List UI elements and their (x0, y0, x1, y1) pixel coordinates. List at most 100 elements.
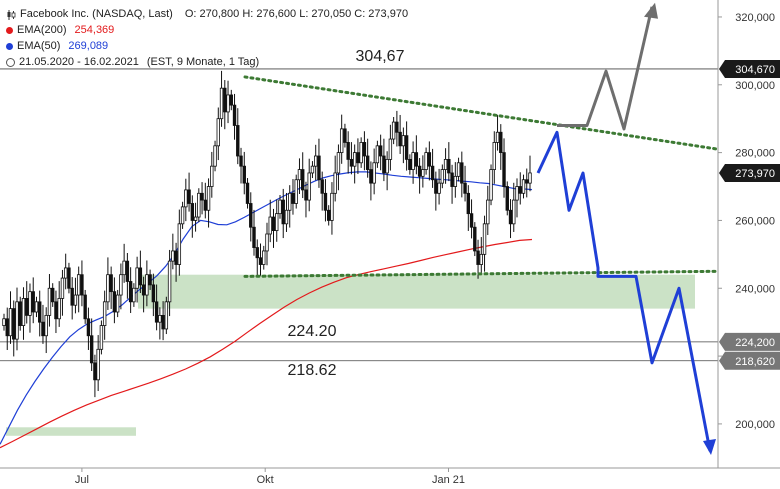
candle-body (93, 362, 97, 381)
candle-body (213, 145, 217, 167)
clock-icon (6, 57, 15, 67)
ema50-color-dot (6, 42, 13, 50)
candle-body (38, 301, 42, 323)
candle-body (190, 203, 195, 221)
candle-body (57, 298, 61, 320)
y-tick-label: 320,000 (735, 12, 775, 24)
candle-body (466, 192, 471, 215)
candle-body (258, 257, 263, 265)
candle-body (96, 348, 100, 381)
ema200-line (0, 238, 533, 449)
candle-body (330, 192, 334, 221)
candle-body (8, 308, 13, 337)
ema50-value: 269,089 (68, 40, 109, 52)
candle-body (310, 165, 315, 174)
candle-body (226, 94, 230, 113)
candle-body (154, 301, 159, 323)
candle-body (479, 253, 483, 265)
candle-body (73, 294, 78, 306)
candle-body (128, 281, 133, 303)
candle-body (437, 182, 441, 194)
candle-body (456, 162, 461, 177)
candle-body (408, 158, 412, 170)
trendline-layer (243, 75, 720, 278)
candle-body (164, 301, 169, 330)
bearish-arrowhead (703, 439, 716, 456)
candle-body (460, 162, 464, 184)
level-label: 304,67 (356, 48, 405, 65)
candle-body (411, 152, 415, 170)
candle-body (112, 291, 117, 313)
y-tick-label: 280,000 (735, 148, 775, 160)
candle-body (278, 199, 282, 215)
candle-body (203, 199, 208, 211)
candle-body (307, 172, 311, 201)
price-tag-label: 273,970 (735, 168, 775, 180)
candle-body (177, 223, 182, 265)
candle-body (401, 135, 406, 147)
candle-body (447, 158, 451, 174)
candle-body (109, 274, 113, 293)
price-tag (719, 351, 780, 370)
bullish-forecast-path (557, 6, 654, 131)
candle-body (229, 94, 233, 106)
candle-body (359, 142, 363, 164)
candle-body (236, 125, 240, 157)
candle-body (232, 104, 237, 126)
candle-body (372, 162, 376, 184)
candle-body (388, 138, 393, 160)
candle-body (83, 294, 87, 320)
bullish-arrowhead (644, 2, 658, 19)
candle-body (2, 318, 6, 326)
candle-body (216, 118, 220, 147)
resistance-trendline (243, 75, 720, 151)
candle-body (271, 216, 276, 232)
legend-ema200-row: EMA(200) 254,369 (6, 22, 408, 38)
legend-range-row: 21.05.2020 - 16.02.2021 (EST, 9 Monate, … (6, 54, 408, 70)
candle-body (502, 152, 506, 187)
candle-body (18, 301, 22, 326)
candle-body (115, 294, 120, 313)
candle-body (525, 179, 529, 184)
candle-body (80, 274, 84, 296)
candle-body (242, 165, 246, 184)
candle-body (365, 155, 370, 170)
candle-body (326, 209, 331, 221)
candle-body (148, 274, 152, 286)
candle-body (12, 308, 16, 340)
candle-body (265, 233, 269, 252)
candle-body (268, 216, 272, 235)
candle-body (25, 298, 29, 316)
legend-title-row: Facebook Inc. (NASDAQ, Last) O: 270,800 … (6, 6, 408, 22)
candle-body (167, 260, 172, 303)
candle-body (291, 192, 295, 204)
candle-body (51, 287, 55, 303)
candle-body (450, 172, 454, 187)
zone-layer (6, 274, 695, 436)
x-tick-label: Jul (75, 474, 89, 486)
candle-body (210, 165, 214, 187)
candle-body (495, 131, 500, 143)
candle-body (343, 128, 347, 143)
candle-body (301, 169, 305, 191)
candle-body (28, 291, 32, 316)
candle-body (489, 169, 493, 201)
candle-body (378, 145, 383, 157)
candle-body (469, 213, 474, 228)
y-tick-label: 260,000 (735, 215, 775, 227)
candle-body (512, 199, 516, 225)
candle-body (200, 192, 204, 201)
candle-body (31, 291, 35, 313)
candle-body (463, 182, 467, 194)
candle-body (5, 318, 9, 337)
candle-body (505, 186, 509, 211)
ema200-label: EMA(200) (17, 24, 67, 36)
candle-body (151, 284, 156, 303)
candle-body (255, 247, 259, 259)
candle-body (382, 155, 386, 174)
candle-body (404, 135, 409, 160)
candle-body (249, 203, 253, 228)
candle-body (275, 213, 279, 232)
